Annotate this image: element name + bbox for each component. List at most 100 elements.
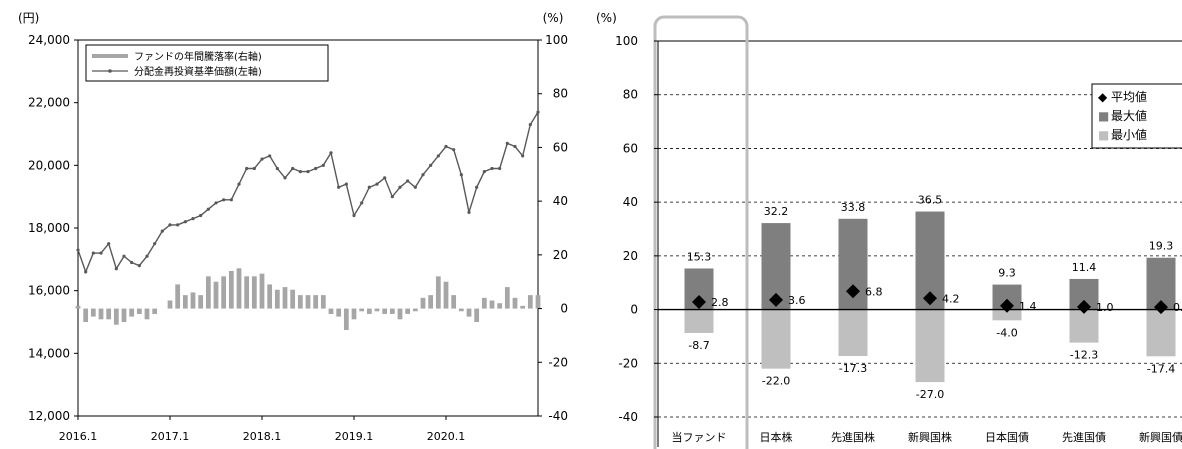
nav-point	[122, 254, 126, 258]
nav-point	[252, 166, 256, 171]
left-axis-tick: 22,000	[28, 96, 70, 110]
return-bar	[305, 295, 311, 309]
return-bar	[152, 308, 158, 314]
nav-point	[153, 242, 157, 246]
y-axis-tick: 80	[623, 88, 638, 102]
nav-point	[191, 217, 195, 221]
return-bar	[313, 295, 319, 309]
return-bar	[520, 305, 526, 309]
avg-marker	[846, 284, 860, 299]
min-bar	[761, 309, 791, 369]
nav-point	[114, 267, 118, 271]
legend-line-label: 分配金再投資基準価額(左軸)	[134, 65, 262, 78]
category-label: 新興国株	[908, 430, 952, 444]
nav-point	[490, 166, 494, 171]
avg-marker	[692, 295, 706, 310]
avg-value-label: 3.6	[788, 294, 806, 307]
x-axis-tick: 2017.1	[151, 430, 190, 443]
avg-marker	[1077, 299, 1091, 314]
return-bar	[382, 308, 388, 314]
return-bar	[489, 300, 495, 309]
nav-point	[436, 154, 440, 158]
max-value-label: 32.2	[764, 205, 789, 218]
return-bar	[336, 308, 342, 317]
return-bar	[343, 308, 349, 331]
return-bar	[504, 287, 510, 309]
return-bar	[121, 308, 127, 322]
return-bar	[451, 295, 457, 309]
nav-point	[367, 185, 371, 189]
min-value-label: -8.7	[688, 339, 709, 352]
return-bar	[435, 276, 441, 309]
nav-point	[99, 251, 103, 255]
return-bar	[221, 276, 227, 309]
return-bar	[458, 308, 464, 312]
avg-marker	[1154, 300, 1168, 315]
avg-value-label: 4.2	[942, 292, 960, 305]
return-bar	[259, 273, 265, 309]
max-value-label: 33.8	[841, 201, 866, 214]
return-bar	[190, 292, 196, 309]
nav-point	[168, 223, 172, 227]
nav-point	[275, 166, 279, 171]
return-bar	[397, 308, 403, 320]
return-bar	[106, 308, 112, 320]
y-axis-tick: -20	[618, 356, 638, 370]
left-axis-tick: 18,000	[28, 221, 70, 235]
return-bar	[167, 300, 173, 309]
nav-point	[444, 144, 448, 149]
nav-point	[467, 210, 471, 214]
nav-point	[145, 254, 149, 258]
return-bar	[198, 295, 204, 309]
x-axis-tick: 2019.1	[335, 430, 374, 443]
right-legend-box	[1091, 83, 1182, 149]
right-axis-tick: 60	[553, 140, 568, 154]
left-chart: (円) (%) 24,000 22,000 20,000 18,000 16,000 14…	[18, 11, 568, 443]
left-axis-unit: (円)	[18, 11, 39, 25]
nav-point	[107, 242, 111, 246]
category-label: 新興国債	[1139, 430, 1182, 444]
nav-point	[521, 154, 525, 158]
return-bar	[90, 308, 96, 317]
nav-point	[237, 182, 241, 186]
return-bar	[351, 308, 357, 320]
return-bar	[512, 297, 518, 309]
legend-box	[85, 44, 329, 82]
avg-value-label: 1.4	[1019, 300, 1037, 313]
min-bar	[838, 309, 868, 357]
return-bar	[290, 289, 296, 309]
nav-point	[306, 170, 310, 174]
nav-point	[505, 141, 509, 145]
right-axis-tick: 20	[553, 248, 568, 262]
legend-min-symbol: ■	[1098, 128, 1109, 142]
nav-point	[298, 170, 302, 174]
nav-point	[429, 163, 433, 167]
nav-point	[513, 144, 517, 149]
nav-point	[245, 166, 249, 171]
nav-point	[528, 123, 532, 127]
return-bar	[527, 295, 533, 309]
return-bar	[136, 308, 142, 314]
nav-point	[475, 185, 479, 189]
nav-point	[76, 248, 80, 252]
nav-point	[199, 213, 203, 218]
return-bar	[236, 268, 242, 309]
return-bar	[497, 303, 503, 309]
return-bar	[228, 270, 234, 309]
x-axis-tick: 2020.1	[427, 430, 466, 443]
return-bar	[213, 281, 219, 309]
return-bar	[428, 295, 434, 309]
min-value-label: -17.4	[1147, 362, 1175, 375]
return-bar	[83, 308, 89, 322]
category-label: 日本株	[760, 430, 793, 444]
nav-point	[206, 207, 210, 211]
min-value-label: -27.0	[916, 388, 944, 401]
nav-point	[383, 176, 387, 180]
return-bar	[267, 284, 273, 309]
left-axis-tick: 12,000	[28, 409, 70, 423]
right-axis-unit: (%)	[543, 11, 564, 25]
nav-point	[84, 270, 88, 274]
return-bar	[98, 308, 104, 320]
return-bar	[389, 308, 395, 314]
